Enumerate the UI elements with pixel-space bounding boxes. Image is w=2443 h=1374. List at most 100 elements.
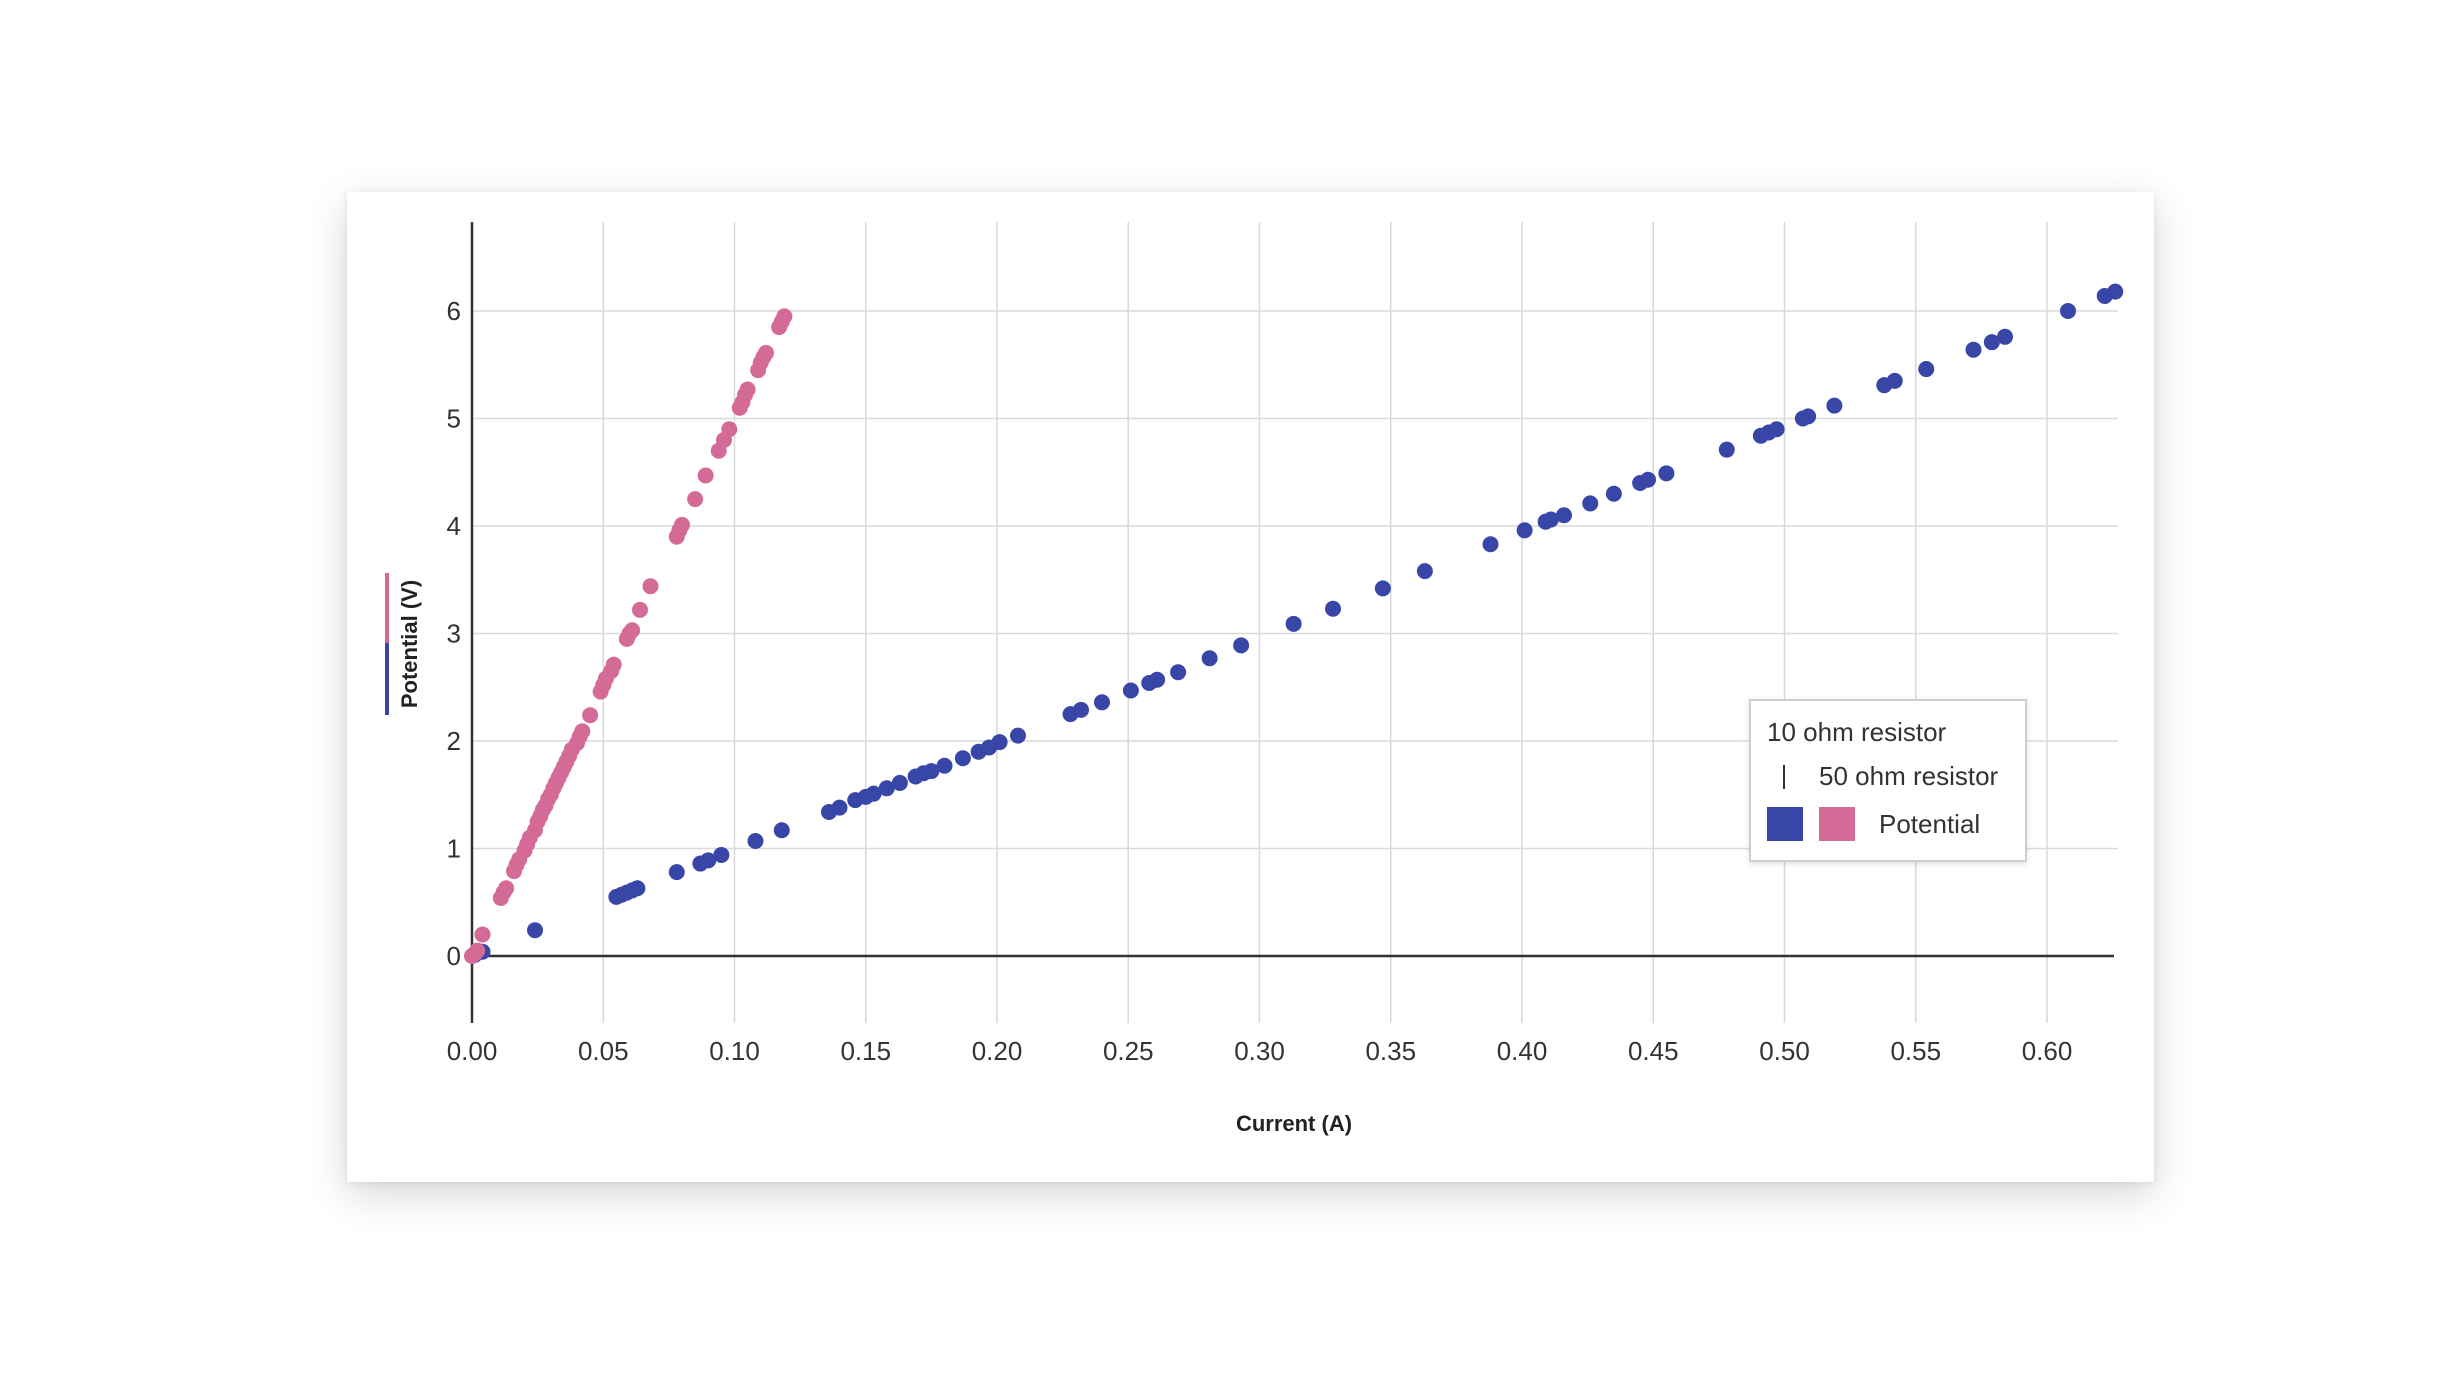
data-point-10ohm bbox=[1965, 341, 1982, 358]
x-tick-label: 0.45 bbox=[1628, 1036, 1679, 1066]
data-point-10ohm bbox=[668, 864, 685, 881]
data-point-10ohm bbox=[1285, 615, 1302, 632]
data-point-50ohm bbox=[739, 381, 756, 398]
legend-line-icon bbox=[1783, 764, 1785, 789]
legend-label-potential: Potential bbox=[1879, 808, 1981, 839]
grid bbox=[472, 222, 2118, 1023]
x-tick-labels: 0.00 0.05 0.10 0.15 0.20 0.25 0.30 0.35 0.40 0.45… bbox=[447, 1036, 2073, 1066]
data-point-10ohm bbox=[923, 763, 940, 780]
data-point-10ohm bbox=[1233, 637, 1250, 654]
data-points bbox=[464, 283, 2124, 964]
y-axis-title: Potential (V) bbox=[397, 580, 422, 708]
data-point-10ohm bbox=[891, 774, 908, 791]
legend-label-50ohm: 50 ohm resistor bbox=[1819, 761, 1999, 791]
data-point-10ohm bbox=[1983, 334, 2000, 351]
y-tick-label: 2 bbox=[447, 726, 461, 756]
data-point-10ohm bbox=[1094, 694, 1110, 711]
x-tick-label: 0.55 bbox=[1890, 1036, 1941, 1066]
x-tick-label: 0.15 bbox=[840, 1036, 891, 1066]
data-point-50ohm bbox=[776, 308, 793, 325]
data-point-10ohm bbox=[936, 757, 953, 774]
data-point-10ohm bbox=[1149, 671, 1166, 688]
data-point-10ohm bbox=[1010, 727, 1026, 744]
y-tick-label: 6 bbox=[447, 296, 461, 326]
data-point-10ohm bbox=[713, 846, 730, 863]
data-point-10ohm bbox=[747, 832, 764, 849]
data-point-50ohm bbox=[574, 723, 591, 740]
data-point-10ohm bbox=[878, 780, 895, 797]
data-point-10ohm bbox=[1718, 441, 1735, 458]
legend-swatch-pink bbox=[1819, 807, 1855, 841]
data-point-50ohm bbox=[758, 344, 774, 361]
data-point-10ohm bbox=[1201, 650, 1218, 667]
data-point-10ohm bbox=[1918, 361, 1935, 378]
x-tick-label: 0.10 bbox=[709, 1036, 760, 1066]
legend-item-50ohm: 50 ohm resistor bbox=[1783, 761, 1998, 792]
x-tick-label: 0.50 bbox=[1759, 1036, 1810, 1066]
data-point-50ohm bbox=[624, 622, 641, 639]
x-tick-label: 0.25 bbox=[1103, 1036, 1154, 1066]
data-point-10ohm bbox=[773, 822, 790, 839]
data-point-10ohm bbox=[2060, 303, 2076, 319]
data-point-50ohm bbox=[498, 880, 515, 897]
data-point-50ohm bbox=[687, 491, 704, 508]
y-tick-label: 3 bbox=[447, 619, 461, 649]
data-point-10ohm bbox=[1542, 511, 1559, 528]
data-point-10ohm bbox=[1826, 397, 1843, 414]
data-point-10ohm bbox=[1516, 522, 1533, 539]
data-point-10ohm bbox=[1640, 471, 1656, 488]
x-tick-label: 0.00 bbox=[447, 1036, 498, 1066]
data-point-10ohm bbox=[1122, 682, 1139, 699]
chart-card bbox=[347, 192, 2154, 1182]
x-tick-label: 0.05 bbox=[578, 1036, 629, 1066]
x-tick-label: 0.35 bbox=[1365, 1036, 1416, 1066]
data-point-10ohm bbox=[1170, 664, 1187, 681]
legend-title: 10 ohm resistor bbox=[1767, 717, 1947, 747]
data-point-10ohm bbox=[1886, 372, 1903, 389]
data-point-10ohm bbox=[1374, 580, 1391, 597]
x-tick-label: 0.20 bbox=[972, 1036, 1023, 1066]
data-point-10ohm bbox=[1416, 563, 1433, 580]
x-axis-title: Current (A) bbox=[1236, 1111, 1352, 1136]
legend: 10 ohm resistor 50 ohm resistor Potentia… bbox=[1749, 699, 2027, 862]
x-tick-label: 0.30 bbox=[1234, 1036, 1285, 1066]
data-point-10ohm bbox=[1768, 421, 1785, 438]
data-point-10ohm bbox=[1073, 701, 1089, 718]
data-point-10ohm bbox=[1800, 408, 1817, 425]
data-point-10ohm bbox=[1997, 328, 2013, 345]
data-point-10ohm bbox=[865, 785, 882, 802]
legend-item-potential: Potential bbox=[1767, 807, 1980, 841]
data-point-10ohm bbox=[1556, 507, 1572, 524]
data-point-10ohm bbox=[831, 799, 848, 816]
axes bbox=[470, 222, 2114, 1023]
legend-swatch-blue bbox=[1767, 807, 1803, 841]
data-point-50ohm bbox=[632, 601, 648, 618]
data-point-10ohm bbox=[527, 922, 543, 939]
data-point-50ohm bbox=[474, 926, 491, 943]
data-point-10ohm bbox=[2107, 283, 2124, 300]
y-tick-label: 4 bbox=[447, 511, 461, 541]
data-point-50ohm bbox=[721, 421, 738, 438]
y-axis-title-bar-blue bbox=[385, 643, 389, 715]
x-tick-label: 0.40 bbox=[1497, 1036, 1548, 1066]
data-point-10ohm bbox=[629, 880, 646, 897]
x-tick-label: 0.60 bbox=[2022, 1036, 2073, 1066]
data-point-10ohm bbox=[1325, 600, 1341, 617]
y-axis-title-bar-pink bbox=[385, 573, 389, 643]
y-tick-label: 0 bbox=[447, 941, 461, 971]
y-tick-label: 5 bbox=[447, 404, 461, 434]
data-point-50ohm bbox=[605, 656, 622, 673]
data-point-10ohm bbox=[954, 750, 971, 767]
data-point-10ohm bbox=[1582, 495, 1599, 512]
y-tick-labels: 0 1 2 3 4 5 6 bbox=[447, 296, 461, 971]
data-point-10ohm bbox=[991, 734, 1008, 751]
data-point-50ohm bbox=[469, 942, 486, 959]
data-point-50ohm bbox=[674, 516, 690, 533]
y-tick-label: 1 bbox=[447, 834, 461, 864]
data-point-10ohm bbox=[700, 852, 717, 869]
data-point-50ohm bbox=[697, 467, 714, 484]
y-axis-title-group: Potential (V) bbox=[385, 573, 422, 715]
data-point-10ohm bbox=[1605, 485, 1622, 502]
data-point-50ohm bbox=[582, 707, 599, 724]
